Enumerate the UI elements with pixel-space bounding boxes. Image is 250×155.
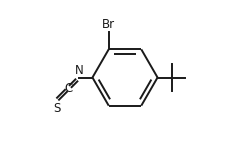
Text: S: S — [54, 102, 61, 115]
Text: N: N — [75, 64, 84, 77]
Text: C: C — [64, 82, 72, 95]
Text: Br: Br — [102, 18, 115, 31]
